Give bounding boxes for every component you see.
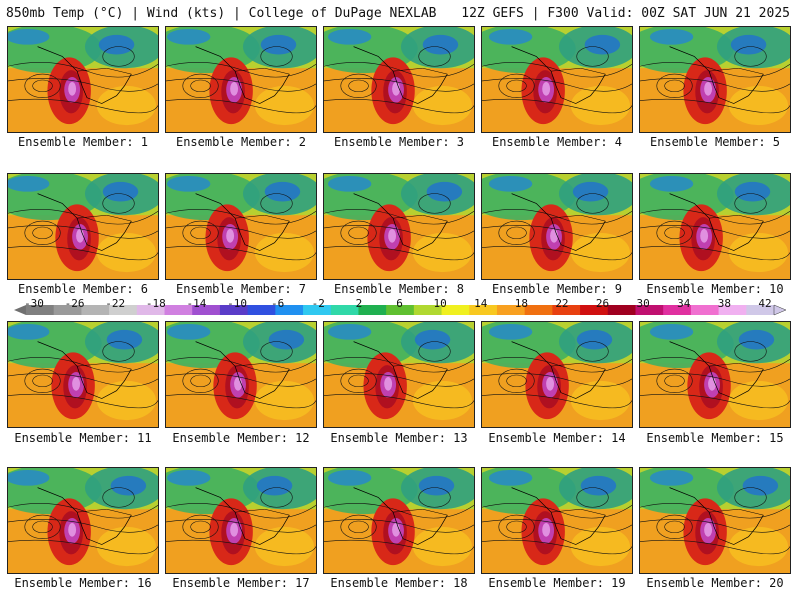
ensemble-map-panel xyxy=(639,26,791,133)
ensemble-member-label: Ensemble Member: 14 xyxy=(488,431,626,445)
colorbar-swatch xyxy=(81,305,110,315)
ensemble-member-label: Ensemble Member: 20 xyxy=(646,576,784,590)
page-title: 850mb Temp (°C) | Wind (kts) | College o… xyxy=(6,6,437,21)
ensemble-member-label: Ensemble Member: 4 xyxy=(491,135,623,149)
colorbar-swatch xyxy=(219,305,249,315)
colorbar-tick-label: 34 xyxy=(677,297,691,310)
ensemble-member-label: Ensemble Member: 13 xyxy=(330,431,468,445)
colorbar-tick-label: 30 xyxy=(636,297,650,310)
colorbar-swatch xyxy=(247,305,276,315)
ensemble-map-panel xyxy=(323,26,475,133)
colorbar-swatch xyxy=(552,305,581,315)
colorbar-swatch xyxy=(663,305,692,315)
colorbar-tick-label: 6 xyxy=(396,297,403,310)
colorbar-tick-label: 26 xyxy=(595,297,610,310)
ensemble-member-label: Ensemble Member: 10 xyxy=(646,282,784,296)
ensemble-member-label: Ensemble Member: 11 xyxy=(14,431,152,445)
ensemble-map-panel xyxy=(165,173,317,280)
colorbar-tick-label: 22 xyxy=(555,297,569,310)
colorbar-tick-label: -26 xyxy=(64,297,85,310)
ensemble-map-panel xyxy=(165,26,317,133)
colorbar-tick-label: -10 xyxy=(227,297,247,310)
colorbar-swatch xyxy=(746,305,775,315)
ensemble-map-panel xyxy=(639,321,791,428)
ensemble-map-panel xyxy=(323,173,475,280)
ensemble-map-panel xyxy=(165,321,317,428)
colorbar-swatch xyxy=(496,305,526,315)
colorbar-swatch xyxy=(690,305,720,315)
ensemble-member-label: Ensemble Member: 1 xyxy=(17,135,149,149)
colorbar-min-arrow xyxy=(14,305,26,315)
colorbar-tick-label: -22 xyxy=(105,297,126,310)
ensemble-map-panel xyxy=(481,321,633,428)
ensemble-map-panel xyxy=(165,467,317,574)
ensemble-map-panel xyxy=(323,467,475,574)
colorbar-swatch xyxy=(469,305,498,315)
colorbar-swatch xyxy=(524,305,553,315)
ensemble-member-label: Ensemble Member: 17 xyxy=(172,576,310,590)
temperature-colorbar xyxy=(14,297,787,317)
colorbar-tick-label: -14 xyxy=(186,297,207,310)
colorbar-swatch xyxy=(275,305,304,315)
colorbar-swatch xyxy=(441,305,470,315)
colorbar-tick-label: -2 xyxy=(311,297,325,310)
colorbar-swatch xyxy=(358,305,387,315)
colorbar-max-arrow xyxy=(773,304,787,316)
colorbar-tick-label: 38 xyxy=(717,297,731,310)
ensemble-member-label: Ensemble Member: 8 xyxy=(333,282,465,296)
colorbar-tick-label: 18 xyxy=(514,297,528,310)
ensemble-map-panel xyxy=(7,321,159,428)
colorbar-tick-label: 14 xyxy=(474,297,488,310)
colorbar-swatch xyxy=(26,305,55,315)
ensemble-map-panel xyxy=(7,26,159,133)
colorbar-swatch xyxy=(164,305,193,315)
run-valid-time: 12Z GEFS | F300 Valid: 00Z SAT JUN 21 20… xyxy=(461,6,790,21)
colorbar-swatch xyxy=(330,305,359,315)
colorbar-tick-label: 10 xyxy=(433,297,447,310)
colorbar-swatch xyxy=(718,305,747,315)
ensemble-map-panel xyxy=(481,173,633,280)
ensemble-member-label: Ensemble Member: 18 xyxy=(330,576,468,590)
ensemble-map-panel xyxy=(7,173,159,280)
colorbar-swatch xyxy=(635,305,664,315)
ensemble-map-panel xyxy=(7,467,159,574)
ensemble-member-label: Ensemble Member: 12 xyxy=(172,431,310,445)
ensemble-map-panel xyxy=(639,173,791,280)
ensemble-member-label: Ensemble Member: 2 xyxy=(175,135,307,149)
colorbar-tick-label: 42 xyxy=(758,297,772,310)
ensemble-map-panel xyxy=(481,467,633,574)
ensemble-map-panel xyxy=(639,467,791,574)
ensemble-map-panel xyxy=(323,321,475,428)
colorbar-swatch xyxy=(53,305,82,315)
ensemble-member-label: Ensemble Member: 15 xyxy=(646,431,784,445)
colorbar-swatch xyxy=(303,305,332,315)
colorbar-tick-label: -30 xyxy=(24,297,44,310)
colorbar-swatch xyxy=(413,305,443,315)
ensemble-member-label: Ensemble Member: 19 xyxy=(488,576,626,590)
colorbar-tick-label: -18 xyxy=(145,297,166,310)
colorbar-swatch xyxy=(136,305,166,315)
ensemble-member-label: Ensemble Member: 16 xyxy=(14,576,152,590)
ensemble-member-label: Ensemble Member: 7 xyxy=(175,282,307,296)
colorbar-swatch xyxy=(607,305,636,315)
colorbar-swatch xyxy=(109,305,138,315)
ensemble-member-label: Ensemble Member: 5 xyxy=(649,135,781,149)
colorbar-swatch xyxy=(192,305,221,315)
colorbar-tick-label: 2 xyxy=(355,297,363,310)
ensemble-map-panel xyxy=(481,26,633,133)
colorbar-tick-label: -6 xyxy=(271,297,285,310)
ensemble-member-label: Ensemble Member: 6 xyxy=(17,282,149,296)
ensemble-member-label: Ensemble Member: 3 xyxy=(333,135,465,149)
colorbar-swatch xyxy=(386,305,415,315)
ensemble-member-label: Ensemble Member: 9 xyxy=(491,282,623,296)
colorbar-swatch xyxy=(580,305,609,315)
